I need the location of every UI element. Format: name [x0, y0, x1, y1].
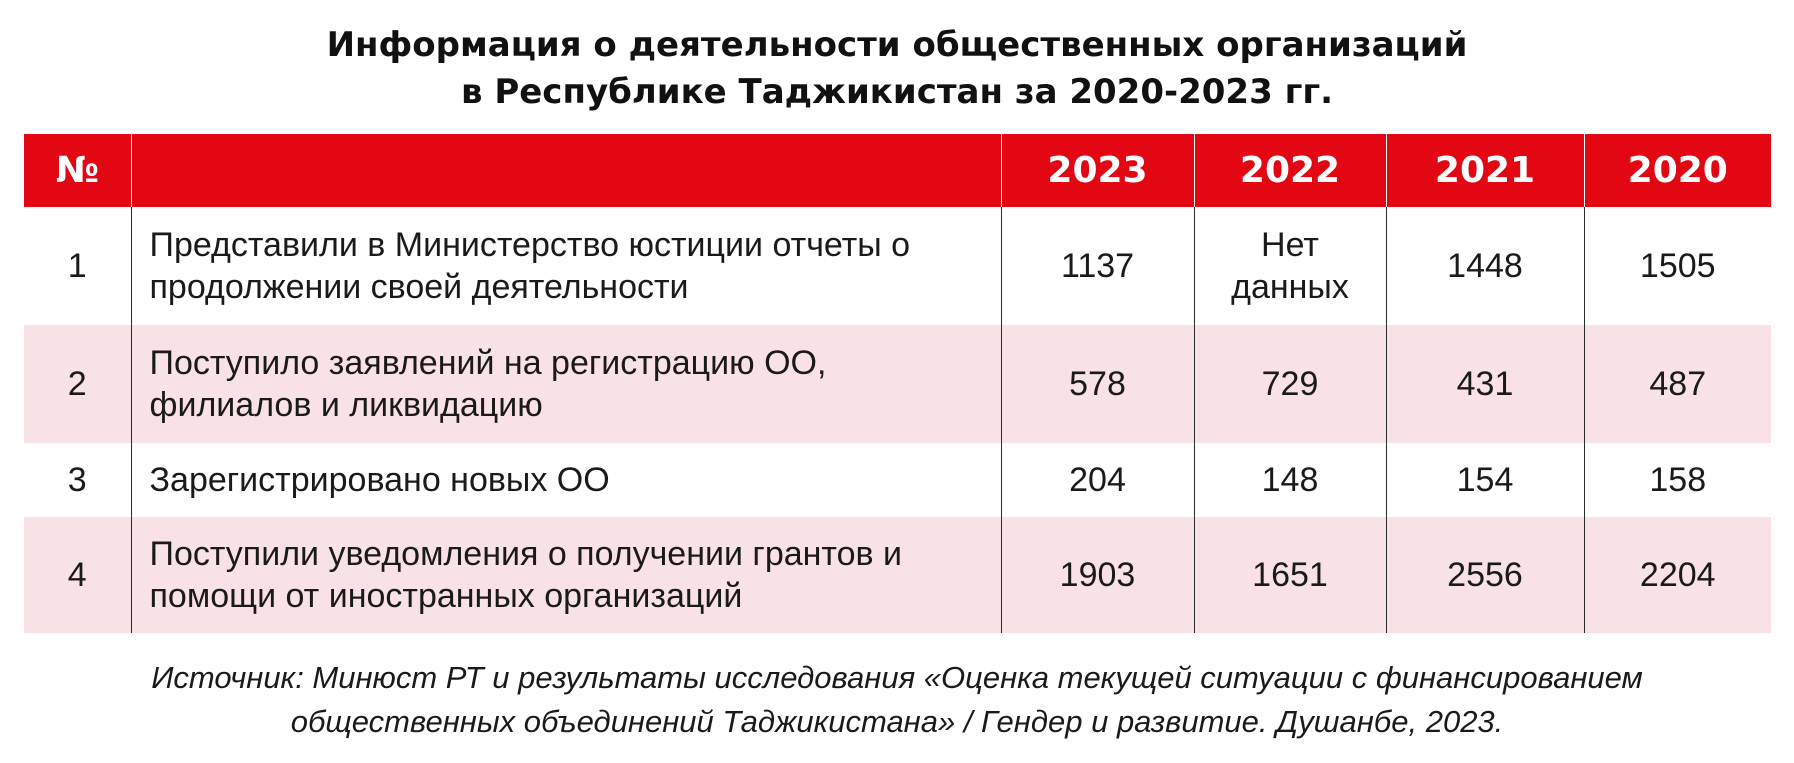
- cell-2022: 729: [1193, 325, 1386, 443]
- cell-2021: 154: [1385, 443, 1584, 517]
- source-line-2: общественных объединений Таджикистана» /…: [290, 704, 1504, 739]
- no-data-line-1: Нет: [1261, 226, 1319, 264]
- cell-2020: 2204: [1583, 517, 1771, 633]
- table-row: 1 Представили в Министерство юстиции отч…: [24, 207, 1771, 325]
- row-description: Представили в Министерство юстиции отчет…: [130, 207, 1001, 325]
- cell-2020: 487: [1583, 325, 1771, 443]
- cell-2022: 1651: [1193, 517, 1386, 633]
- row-description: Поступило заявлений на регистрацию ОО, ф…: [130, 325, 1001, 443]
- table-header-row: № 2023 2022 2021 2020: [24, 134, 1771, 207]
- header-2023: 2023: [1000, 134, 1194, 207]
- row-description: Зарегистрировано новых ОО: [130, 443, 1001, 517]
- table-row: 3 Зарегистрировано новых ОО 204 148 154 …: [24, 443, 1771, 517]
- row-number: 4: [67, 556, 87, 594]
- row-number: 1: [67, 247, 87, 285]
- header-2020: 2020: [1583, 134, 1771, 207]
- title-line-2: в Республике Таджикистан за 2020-2023 гг…: [460, 72, 1334, 112]
- cell-2020: 1505: [1583, 207, 1771, 325]
- cell-2020: 158: [1583, 443, 1771, 517]
- cell-2021: 1448: [1385, 207, 1584, 325]
- table-row: 4 Поступили уведомления о получении гран…: [24, 517, 1771, 633]
- cell-2023: 578: [1000, 325, 1194, 443]
- cell-2023: 1137: [1000, 207, 1194, 325]
- header-description: [130, 134, 1001, 207]
- cell-2022: Нет данных: [1193, 207, 1386, 325]
- cell-2023: 204: [1000, 443, 1194, 517]
- no-data-line-2: данных: [1231, 268, 1349, 306]
- header-number: №: [55, 150, 99, 191]
- source-note: Источник: Минюст РТ и результаты исследо…: [0, 656, 1794, 744]
- table-row: 2 Поступило заявлений на регистрацию ОО,…: [24, 325, 1771, 443]
- cell-2021: 431: [1385, 325, 1584, 443]
- header-2022: 2022: [1193, 134, 1386, 207]
- header-2021: 2021: [1385, 134, 1584, 207]
- cell-2022: 148: [1193, 443, 1386, 517]
- cell-2021: 2556: [1385, 517, 1584, 633]
- row-description: Поступили уведомления о получении гранто…: [130, 517, 1001, 633]
- title-line-1: Информация о деятельности общественных о…: [326, 25, 1468, 65]
- row-number: 3: [67, 461, 87, 499]
- row-number: 2: [67, 365, 87, 403]
- cell-2023: 1903: [1000, 517, 1194, 633]
- data-table: № 2023 2022 2021 2020 1 Представили в Ми…: [24, 134, 1771, 633]
- source-line-1: Источник: Минюст РТ и результаты исследо…: [151, 660, 1643, 695]
- page-title: Информация о деятельности общественных о…: [0, 22, 1794, 116]
